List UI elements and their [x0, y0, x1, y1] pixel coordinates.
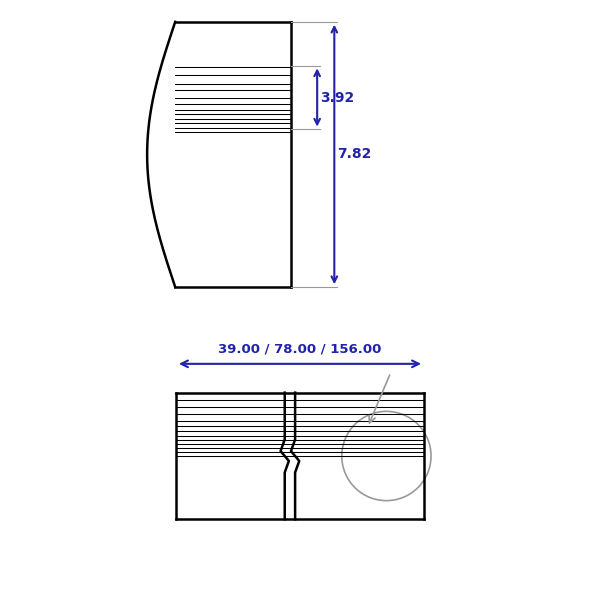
Text: 7.82: 7.82	[337, 148, 372, 161]
Text: 3.92: 3.92	[320, 91, 355, 104]
Text: 39.00 / 78.00 / 156.00: 39.00 / 78.00 / 156.00	[218, 342, 382, 355]
